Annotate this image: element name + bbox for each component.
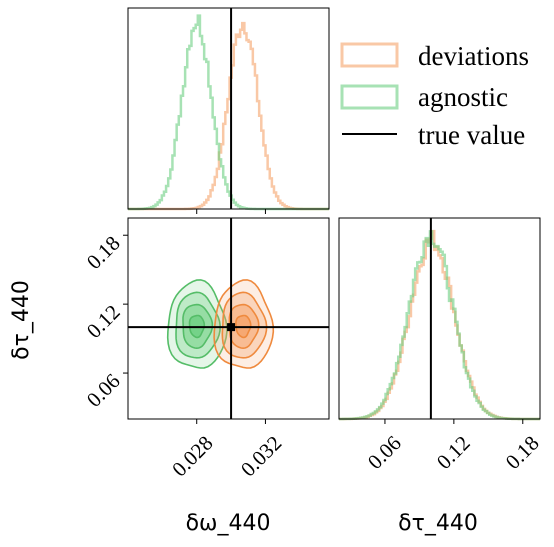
- dtau-x-tick-label-2: 0.18: [501, 431, 544, 474]
- domega-marginal-panel: [127, 7, 330, 214]
- dtau-y-tick-label-2: 0.18: [82, 231, 125, 274]
- dtau-y-tick-label-1: 0.12: [82, 300, 125, 343]
- joint-frame: [127, 217, 330, 420]
- domega-x-tick-label-0: 0.028: [167, 431, 217, 481]
- joint-panel: 0.028 0.032 0.06 0.12 0.18: [82, 217, 330, 481]
- dtau-marginal-panel: 0.06 0.12 0.18: [338, 217, 544, 474]
- dtau-hist-deviations: [339, 229, 540, 421]
- legend-swatch-deviations: [340, 42, 399, 68]
- domega-marginal-frame: [127, 7, 330, 210]
- domega-hist-deviations: [128, 21, 329, 211]
- domega-x-tick-label-1: 0.032: [236, 431, 286, 481]
- legend-label-agnostic: agnostic: [418, 82, 508, 112]
- legend: deviations agnostic true value: [340, 41, 529, 150]
- x-axis-label-domega: δω_440: [186, 511, 271, 536]
- dtau-hist-agnostic: [339, 230, 540, 421]
- legend-label-deviations: deviations: [418, 41, 529, 71]
- truth-marker: [227, 323, 236, 332]
- dtau-x-tick-label-0: 0.06: [363, 431, 406, 474]
- dtau-marginal-frame: [338, 217, 541, 420]
- y-axis-label-dtau: δτ_440: [9, 280, 34, 360]
- dtau-y-tick-label-0: 0.06: [82, 369, 125, 412]
- legend-label-truth: true value: [418, 120, 525, 150]
- legend-swatch-agnostic: [340, 84, 399, 110]
- x-axis-label-dtau: δτ_440: [398, 511, 478, 536]
- dtau-x-tick-label-1: 0.12: [432, 431, 475, 474]
